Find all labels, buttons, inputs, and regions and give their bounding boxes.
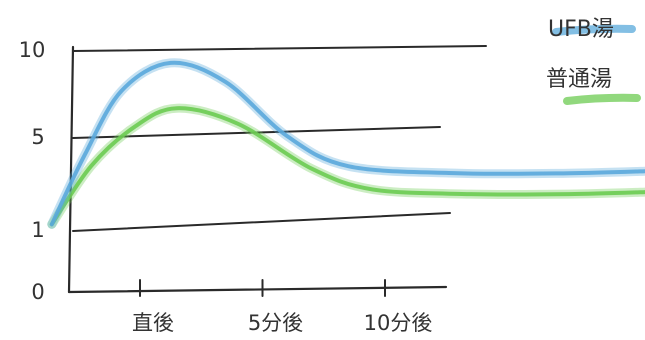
y-tick-label: 10 [19,38,46,62]
x-tick-label: 直後 [132,311,174,335]
y-tick-label: 0 [31,280,44,304]
legend-label-ufb: UFB湯 [548,17,614,42]
x-tick-label: 5分後 [248,311,303,335]
series-line-normal [49,106,645,227]
y-tick-label: 5 [31,125,44,149]
x-axis [67,285,448,294]
gridline-1 [72,212,451,232]
y-tick-label: 1 [31,218,44,242]
gridline-10 [72,45,487,52]
x-tick-label: 10分後 [364,311,433,335]
y-axis [67,45,75,294]
legend-swatch-normal [563,93,641,105]
legend-swatch-ufb [552,24,636,36]
legend-label-normal: 普通湯 [546,67,612,92]
series-line-ufb [49,60,645,227]
